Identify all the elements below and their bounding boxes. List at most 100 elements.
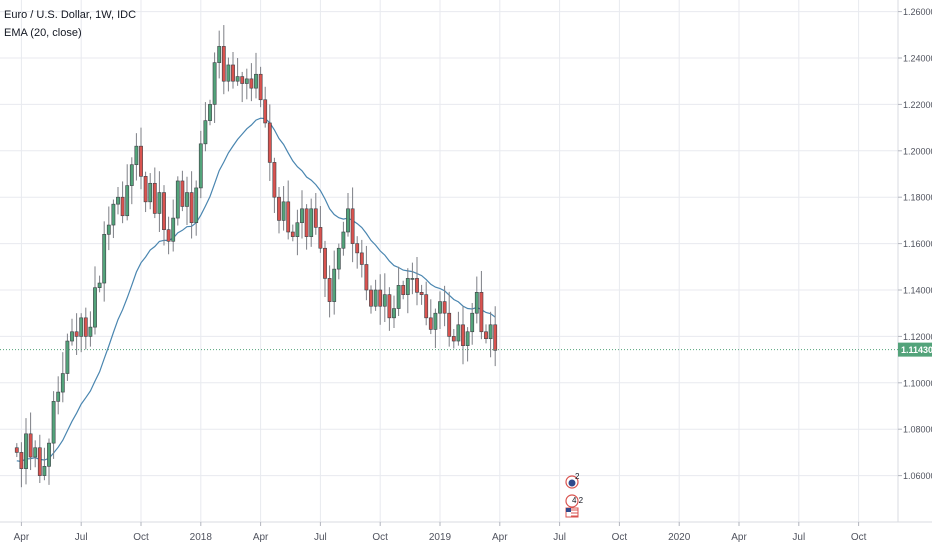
event-count-label: 2 — [575, 472, 580, 481]
us-flag-icon-canton — [566, 508, 571, 512]
candle-body — [60, 373, 65, 393]
candle-body — [336, 247, 341, 270]
candle-body — [392, 308, 396, 319]
candle-body — [290, 231, 295, 237]
candle-body — [415, 278, 419, 293]
candle-body — [83, 317, 88, 337]
symbol-title[interactable]: Euro / U.S. Dollar, 1W, IDC — [4, 9, 137, 21]
candle-body — [203, 120, 208, 145]
candle-body — [387, 294, 392, 319]
candle-body — [346, 208, 350, 233]
candle-body — [148, 182, 153, 203]
candle-body — [51, 401, 56, 444]
candle-body — [355, 243, 360, 254]
candle-body — [189, 192, 194, 224]
candle-body — [405, 278, 410, 295]
candle-body — [116, 196, 120, 205]
time-axis-panel — [0, 522, 932, 550]
candle-body — [194, 187, 199, 224]
candle-body — [217, 46, 222, 63]
candle-body — [171, 217, 176, 242]
candle-body — [442, 301, 447, 314]
time-tick-label: Apr — [731, 532, 747, 543]
candle-body — [364, 264, 369, 291]
last-price-value: 1.11430 — [901, 345, 932, 355]
candle-body — [226, 64, 231, 82]
price-tick-label: 1.20000 — [903, 146, 932, 156]
candle-body — [493, 324, 498, 351]
candle-body — [97, 282, 102, 288]
candle-body — [231, 64, 235, 82]
event-count-label: 4 2 — [572, 496, 584, 505]
candle-body — [488, 324, 493, 340]
candle-body — [125, 185, 130, 217]
candle-body — [378, 289, 383, 307]
candle-body — [175, 180, 180, 219]
time-tick-label: 2020 — [668, 532, 691, 543]
time-tick-label: Oct — [851, 532, 867, 543]
ema-line — [16, 117, 496, 463]
candle-body — [263, 99, 268, 124]
candle-body — [479, 292, 484, 333]
event-markers[interactable]: 2 4 2 — [565, 472, 584, 518]
time-axis-ticks: Apr Jul Oct 2018 Apr Jul Oct 2019 Apr Jul Oct 2020 A… — [14, 522, 867, 543]
time-tick-label: Oct — [612, 532, 628, 543]
candle-body — [396, 285, 401, 309]
candle-body — [295, 222, 300, 237]
candle-body — [185, 192, 189, 207]
price-axis-ticks: 1.06000 1.08000 1.10000 1.12000 1.14000 1.160… — [898, 7, 932, 481]
chart-legend: Euro / U.S. Dollar, 1W, IDC EMA (20, clo… — [4, 6, 136, 42]
candle-body — [484, 331, 488, 340]
time-tick-label: 2019 — [429, 532, 452, 543]
price-tick-label: 1.24000 — [903, 54, 932, 64]
event-calendar-icon — [565, 494, 579, 508]
candle-body — [318, 227, 323, 249]
price-tick-label: 1.16000 — [903, 239, 932, 249]
time-tick-label: Jul — [553, 532, 566, 543]
candle-body — [277, 196, 281, 221]
candle-body — [424, 294, 429, 319]
candle-body — [24, 433, 28, 469]
price-tick-label: 1.10000 — [903, 378, 932, 388]
candle-body — [304, 208, 309, 237]
candle-body — [456, 324, 461, 342]
candle-body — [286, 201, 291, 233]
candle-body — [166, 229, 171, 242]
candle-body — [433, 312, 438, 330]
candle-body — [152, 182, 157, 214]
price-tick-label: 1.18000 — [903, 193, 932, 203]
price-axis-panel — [898, 0, 932, 522]
indicator-label[interactable]: EMA (20, close) — [4, 27, 82, 39]
candle-body — [74, 331, 79, 337]
candle-body — [134, 145, 139, 166]
candle-body — [470, 312, 475, 333]
chart-grid — [0, 0, 898, 522]
candle-body — [65, 340, 70, 374]
last-price-tag — [898, 342, 932, 357]
candle-body — [102, 234, 107, 284]
time-tick-label: Oct — [133, 532, 149, 543]
event-flag-icon-inner — [568, 479, 576, 487]
candle-body — [272, 162, 277, 198]
price-tick-label: 1.22000 — [903, 100, 932, 110]
candle-body — [180, 180, 185, 207]
candle-body — [111, 203, 116, 226]
time-tick-label: Apr — [253, 532, 269, 543]
price-tick-label: 1.14000 — [903, 286, 932, 296]
candle-body — [419, 292, 424, 295]
candles-layer — [14, 25, 498, 488]
candle-body — [327, 278, 332, 302]
time-tick-label: Jul — [792, 532, 805, 543]
candle-body — [410, 278, 415, 280]
price-tick-label: 1.08000 — [903, 425, 932, 435]
candle-body — [143, 176, 148, 203]
candle-body — [451, 336, 456, 342]
candle-body — [240, 76, 245, 84]
candle-body — [42, 466, 47, 476]
candle-body — [47, 442, 51, 467]
time-tick-label: Jul — [75, 532, 88, 543]
candle-body — [33, 447, 38, 458]
candle-body — [461, 324, 465, 346]
